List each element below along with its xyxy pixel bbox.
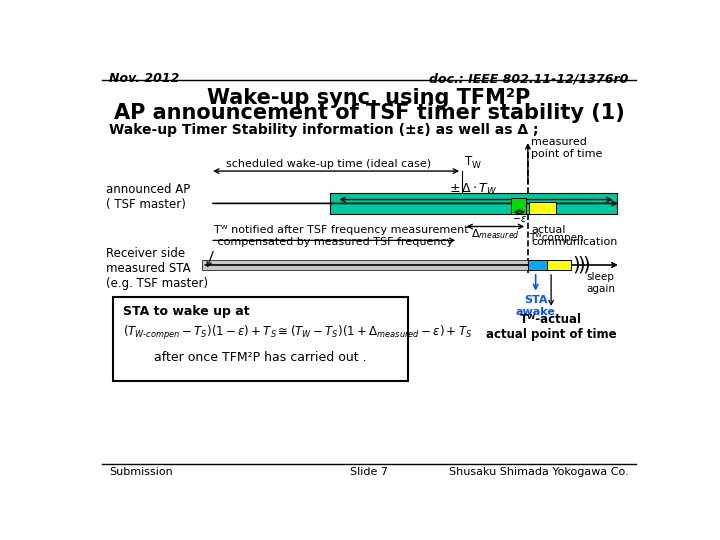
Text: T: T [465,155,472,168]
Bar [330,193,617,214]
Text: Tᵂ notified after TSF frequency measurement
 compensated by measured TSF frequen: Tᵂ notified after TSF frequency measurem… [214,225,469,247]
Bar [510,198,526,214]
Text: Nov. 2012: Nov. 2012 [109,72,180,85]
Text: Wake-up sync. using TFM²P: Wake-up sync. using TFM²P [207,88,531,108]
Text: STA to wake up at: STA to wake up at [122,305,249,318]
Text: Wake-up Timer Stability information (±ε) as well as Δ ;: Wake-up Timer Stability information (±ε)… [109,123,539,137]
FancyBboxPatch shape [113,298,408,381]
Text: $\pm\,\Delta\cdot T_W$: $\pm\,\Delta\cdot T_W$ [449,182,498,197]
Bar [528,260,547,271]
Text: $(T_{W\text{-}compen}-T_S)(1-\varepsilon)+T_S \cong (T_W-T_S)(1+\Delta_{measured: $(T_{W\text{-}compen}-T_S)(1-\varepsilon… [122,323,472,341]
Text: Shusaku Shimada Yokogawa Co.: Shusaku Shimada Yokogawa Co. [449,467,629,477]
Text: ): ) [573,255,580,274]
Text: Submission: Submission [109,467,173,477]
Text: Slide 7: Slide 7 [350,467,388,477]
Text: after once TFM²P has carried out .: after once TFM²P has carried out . [154,351,366,364]
Text: W: W [472,161,480,170]
Bar [528,202,556,214]
Text: scheduled wake-up time (ideal case): scheduled wake-up time (ideal case) [226,159,431,168]
Bar [202,260,528,271]
Text: AP announcement of TSF timer stability (1): AP announcement of TSF timer stability (… [114,103,624,123]
Text: $\Delta_{measured}$: $\Delta_{measured}$ [471,227,519,241]
Text: announced AP
( TSF master): announced AP ( TSF master) [106,183,190,211]
Text: Tᵂcompen: Tᵂcompen [529,233,584,242]
Text: ): ) [582,255,590,274]
Text: Tᵂ-actual
actual point of time: Tᵂ-actual actual point of time [486,313,616,341]
Text: STA
awake: STA awake [516,295,556,316]
Text: doc.: IEEE 802.11-12/1376r0: doc.: IEEE 802.11-12/1376r0 [429,72,629,85]
Text: measured
point of time: measured point of time [531,137,603,159]
Text: ): ) [577,255,585,274]
Text: $-\varepsilon$: $-\varepsilon$ [512,214,527,224]
Text: actual
communication: actual communication [532,225,618,247]
Text: Receiver side
measured STA
(e.g. TSF master): Receiver side measured STA (e.g. TSF mas… [106,247,207,291]
Text: sleep
again: sleep again [586,272,615,294]
Bar [547,260,570,271]
